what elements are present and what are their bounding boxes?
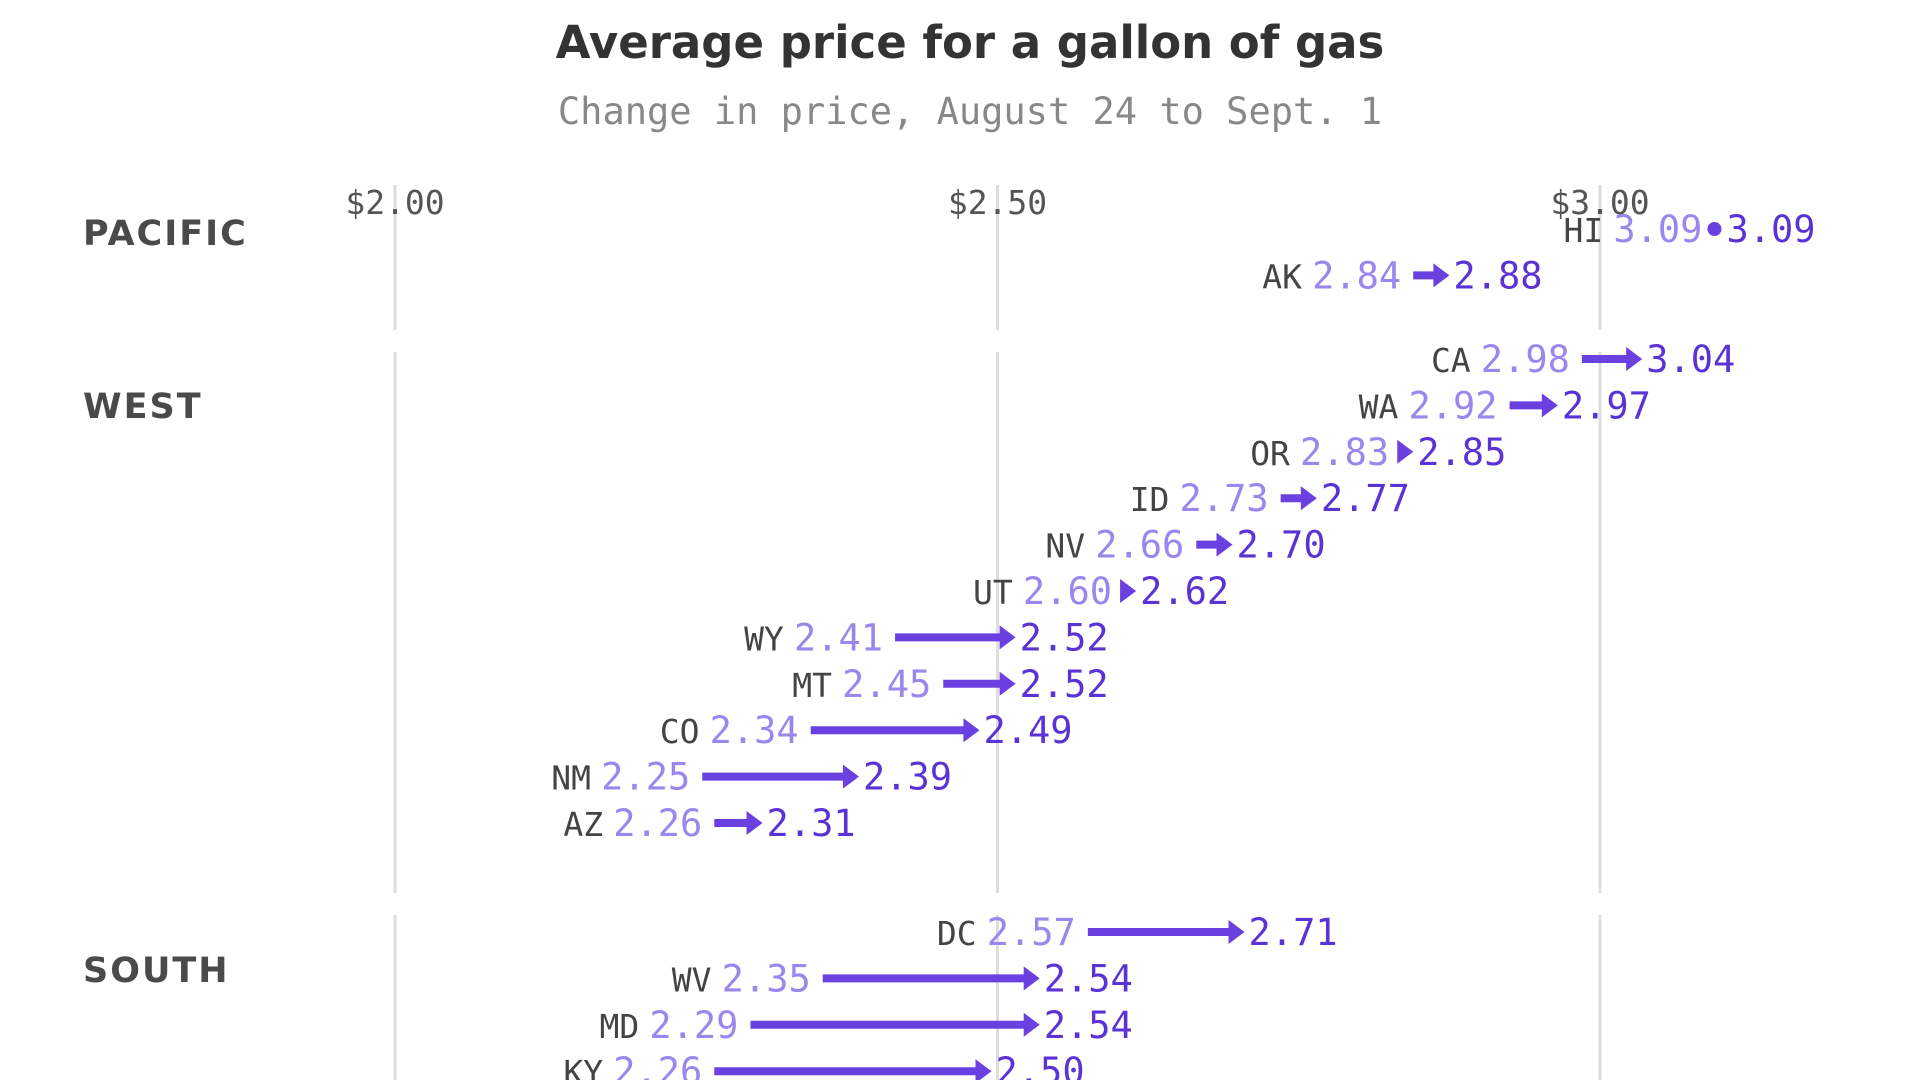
end-value-label: 3.09 bbox=[1726, 208, 1815, 251]
start-value-label: 2.35 bbox=[722, 957, 811, 1000]
start-value-label: 2.45 bbox=[842, 663, 931, 706]
end-value-label: 2.52 bbox=[1020, 663, 1109, 706]
chart-title: Average price for a gallon of gas bbox=[556, 16, 1385, 69]
change-arrow-head bbox=[963, 718, 980, 743]
change-arrow-head bbox=[999, 671, 1016, 696]
start-value-label: 2.84 bbox=[1312, 254, 1401, 297]
data-row: 2.45 MT 2.52 bbox=[792, 663, 1108, 706]
change-arrow-head bbox=[746, 811, 763, 835]
change-arrow-head bbox=[1433, 263, 1450, 288]
end-value-label: 2.50 bbox=[996, 1050, 1085, 1080]
change-arrow-head bbox=[1626, 347, 1643, 371]
end-value-label: 2.88 bbox=[1453, 254, 1542, 297]
data-row: 2.41 WY 2.52 bbox=[744, 616, 1109, 659]
change-arrow-head bbox=[999, 625, 1016, 650]
end-value-label: 3.04 bbox=[1646, 338, 1735, 381]
state-label: WY bbox=[744, 619, 784, 658]
x-axis-ticks: $2.00 $2.50 $3.00 bbox=[345, 183, 1649, 222]
end-value-label: 2.71 bbox=[1249, 911, 1338, 954]
state-label: CO bbox=[660, 712, 700, 751]
state-label: OR bbox=[1250, 434, 1290, 473]
end-value-label: 2.85 bbox=[1417, 431, 1506, 474]
state-label: AK bbox=[1262, 257, 1302, 296]
region-label: SOUTH bbox=[83, 951, 230, 991]
state-label: KY bbox=[563, 1053, 603, 1080]
state-label: MT bbox=[792, 666, 832, 705]
gridlines bbox=[393, 185, 1602, 1080]
start-value-label: 2.25 bbox=[601, 756, 690, 799]
data-row: 2.73 ID 2.77 bbox=[1130, 477, 1410, 520]
start-value-label: 3.09 bbox=[1613, 208, 1702, 251]
start-value-label: 2.73 bbox=[1180, 477, 1269, 520]
start-value-label: 2.57 bbox=[987, 911, 1076, 954]
start-value-label: 2.60 bbox=[1023, 570, 1112, 613]
data-row: 2.25 NM 2.39 bbox=[551, 756, 952, 799]
data-row: 2.66 NV 2.70 bbox=[1045, 524, 1325, 567]
start-value-label: 2.29 bbox=[649, 1004, 738, 1047]
change-arrow-head bbox=[1300, 486, 1317, 511]
state-label: HI bbox=[1564, 211, 1604, 250]
change-arrow-head bbox=[1023, 1012, 1040, 1037]
data-row: 2.98 CA 3.04 bbox=[1431, 338, 1735, 381]
start-value-label: 2.34 bbox=[710, 709, 799, 752]
start-value-label: 2.83 bbox=[1300, 431, 1389, 474]
start-value-label: 2.66 bbox=[1095, 524, 1184, 567]
change-arrow-head bbox=[1216, 532, 1233, 557]
change-arrow-head bbox=[842, 764, 859, 789]
no-change-dot bbox=[1707, 222, 1722, 236]
end-value-label: 2.54 bbox=[1044, 957, 1133, 1000]
change-arrow-head bbox=[1397, 439, 1414, 464]
x-tick-label: $2.50 bbox=[948, 183, 1047, 222]
end-value-label: 2.52 bbox=[1020, 616, 1109, 659]
data-row: 2.34 CO 2.49 bbox=[660, 709, 1073, 752]
change-arrow-head bbox=[1120, 579, 1137, 603]
start-value-label: 2.92 bbox=[1408, 384, 1497, 427]
data-row: 2.35 WV 2.54 bbox=[672, 957, 1133, 1000]
end-value-label: 2.77 bbox=[1321, 477, 1410, 520]
data-row: 2.26 AZ 2.31 bbox=[563, 802, 855, 845]
x-tick-label: $3.00 bbox=[1550, 183, 1649, 222]
start-value-label: 2.98 bbox=[1481, 338, 1570, 381]
region-label: WEST bbox=[83, 387, 203, 427]
state-label: WV bbox=[672, 960, 712, 999]
state-label: NV bbox=[1045, 527, 1085, 566]
end-value-label: 2.70 bbox=[1237, 524, 1326, 567]
end-value-label: 2.49 bbox=[983, 709, 1072, 752]
end-value-label: 2.54 bbox=[1044, 1004, 1133, 1047]
state-label: MD bbox=[600, 1007, 640, 1046]
start-value-label: 2.26 bbox=[613, 1050, 702, 1080]
state-label: NM bbox=[551, 759, 591, 798]
data-row: 2.84 AK 2.88 bbox=[1262, 254, 1542, 297]
end-value-label: 2.97 bbox=[1562, 384, 1651, 427]
data-row: 2.26 KY 2.50 bbox=[563, 1050, 1085, 1080]
state-label: ID bbox=[1130, 480, 1170, 519]
data-row: 2.83 OR 2.85 bbox=[1250, 431, 1506, 474]
chart-subtitle: Change in price, August 24 to Sept. 1 bbox=[558, 90, 1382, 133]
start-value-label: 2.26 bbox=[613, 802, 702, 845]
change-arrow-head bbox=[1541, 393, 1558, 418]
x-tick-label: $2.00 bbox=[345, 183, 444, 222]
data-row: 2.60 UT 2.62 bbox=[973, 570, 1229, 613]
change-arrow-head bbox=[1023, 966, 1040, 991]
state-label: AZ bbox=[563, 805, 603, 844]
state-label: WA bbox=[1359, 387, 1399, 426]
state-label: CA bbox=[1431, 341, 1471, 380]
data-row: 2.57 DC 2.71 bbox=[937, 911, 1338, 954]
state-label: UT bbox=[973, 573, 1013, 612]
end-value-label: 2.39 bbox=[863, 756, 952, 799]
change-arrow-head bbox=[975, 1059, 992, 1080]
end-value-label: 2.62 bbox=[1140, 570, 1229, 613]
start-value-label: 2.41 bbox=[794, 616, 883, 659]
end-value-label: 2.31 bbox=[767, 802, 856, 845]
state-label: DC bbox=[937, 914, 977, 953]
region-label: PACIFIC bbox=[83, 214, 248, 254]
change-arrow-head bbox=[1228, 920, 1245, 944]
